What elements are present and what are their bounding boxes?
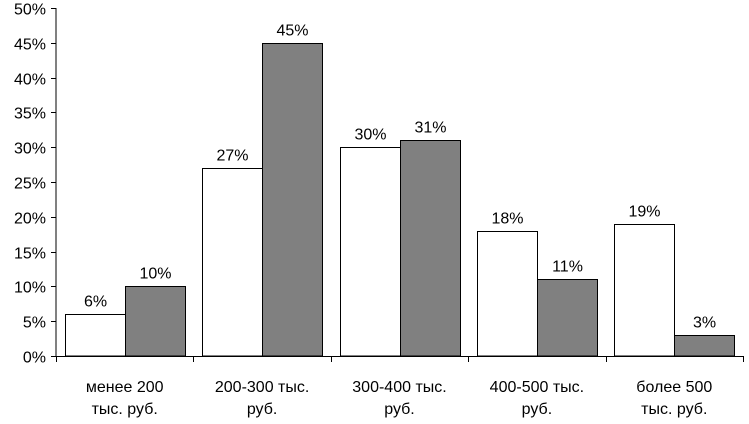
y-tick-label: 0% bbox=[23, 350, 46, 367]
bar-series-2 bbox=[400, 140, 461, 357]
data-label: 45% bbox=[276, 23, 308, 40]
y-tick-label: 5% bbox=[23, 315, 46, 332]
y-tick-label: 10% bbox=[14, 280, 46, 297]
data-label: 3% bbox=[693, 315, 716, 332]
bar-series-2 bbox=[125, 286, 186, 357]
bar-series-1 bbox=[477, 231, 538, 357]
y-tick-label: 30% bbox=[14, 141, 46, 158]
data-label: 11% bbox=[552, 259, 583, 276]
bars bbox=[65, 43, 735, 357]
x-category-label: более 500 тыс. руб. bbox=[636, 379, 712, 418]
x-category-label: 200-300 тыс. руб. bbox=[215, 379, 309, 418]
y-tick-label: 15% bbox=[14, 246, 46, 263]
y-axis: 0% 5% 10% 15% 20% 25% 30% 35% 40% 45% 50% bbox=[14, 2, 57, 367]
data-label: 18% bbox=[491, 211, 523, 228]
y-tick-label: 25% bbox=[14, 176, 46, 193]
x-category-label: менее 200 тыс. руб. bbox=[86, 379, 164, 418]
bar-series-1 bbox=[65, 314, 126, 357]
y-tick-label: 40% bbox=[14, 72, 46, 89]
data-label: 30% bbox=[354, 127, 386, 144]
bar-series-1 bbox=[340, 147, 401, 357]
data-label: 27% bbox=[216, 148, 248, 165]
x-axis: менее 200 тыс. руб. 200-300 тыс. руб. 300-40… bbox=[56, 356, 744, 418]
data-label: 6% bbox=[84, 294, 107, 311]
x-category-label: 400-500 тыс. руб. bbox=[490, 379, 584, 418]
x-category-label: 300-400 тыс. руб. bbox=[352, 379, 446, 418]
bar-series-1 bbox=[614, 224, 675, 357]
bar-series-1 bbox=[202, 168, 263, 357]
bar-series-2 bbox=[537, 279, 598, 357]
bar-series-2 bbox=[674, 335, 735, 357]
data-label: 31% bbox=[414, 120, 446, 137]
y-tick-label: 35% bbox=[14, 106, 46, 123]
data-label: 10% bbox=[139, 266, 171, 283]
y-tick-label: 20% bbox=[14, 211, 46, 228]
bar-series-2 bbox=[262, 43, 323, 357]
data-label: 19% bbox=[628, 204, 660, 221]
data-labels: 6% 10% 27% 45% 30% 31% 18% 11% 19% 3% bbox=[84, 23, 716, 332]
y-tick-label: 50% bbox=[14, 2, 46, 19]
y-tick-label: 45% bbox=[14, 37, 46, 54]
